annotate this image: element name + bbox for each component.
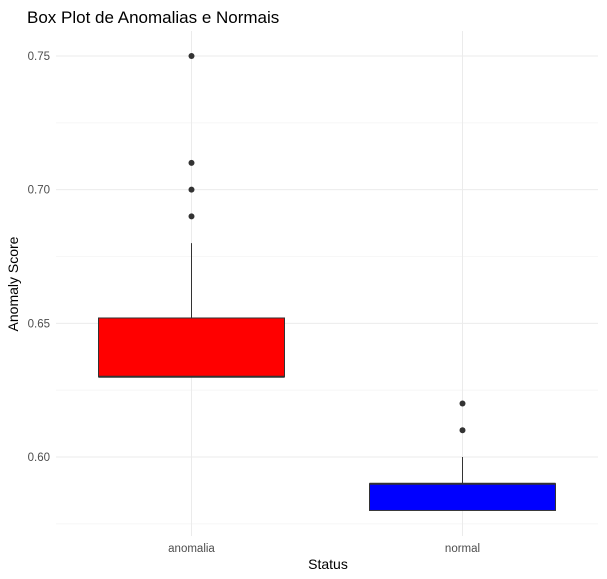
x-axis-title: Status [308, 556, 348, 572]
y-tick-label: 0.75 [28, 51, 50, 63]
grid-lines [56, 31, 598, 536]
boxes [98, 53, 556, 511]
outlier-point [188, 159, 195, 166]
y-tick-label: 0.60 [28, 452, 50, 464]
box-normal [369, 400, 556, 511]
outlier-point [188, 186, 195, 193]
box-anomalia [98, 53, 285, 378]
y-tick-label: 0.70 [28, 185, 50, 197]
y-tick-label: 0.65 [28, 318, 50, 330]
chart-title: Box Plot de Anomalias e Normais [27, 8, 279, 27]
x-tick-label: normal [445, 543, 480, 555]
x-axis-ticks: anomalia normal [168, 543, 480, 555]
y-axis-title: Anomaly Score [5, 236, 21, 331]
x-tick-label: anomalia [168, 543, 215, 555]
box-iqr [369, 483, 556, 511]
y-axis-ticks: 0.60 0.65 0.70 0.75 [28, 51, 50, 464]
box-iqr [98, 317, 285, 378]
outlier-point [459, 400, 466, 407]
outlier-point [459, 427, 466, 434]
outlier-point [188, 53, 195, 59]
outlier-point [188, 213, 195, 220]
